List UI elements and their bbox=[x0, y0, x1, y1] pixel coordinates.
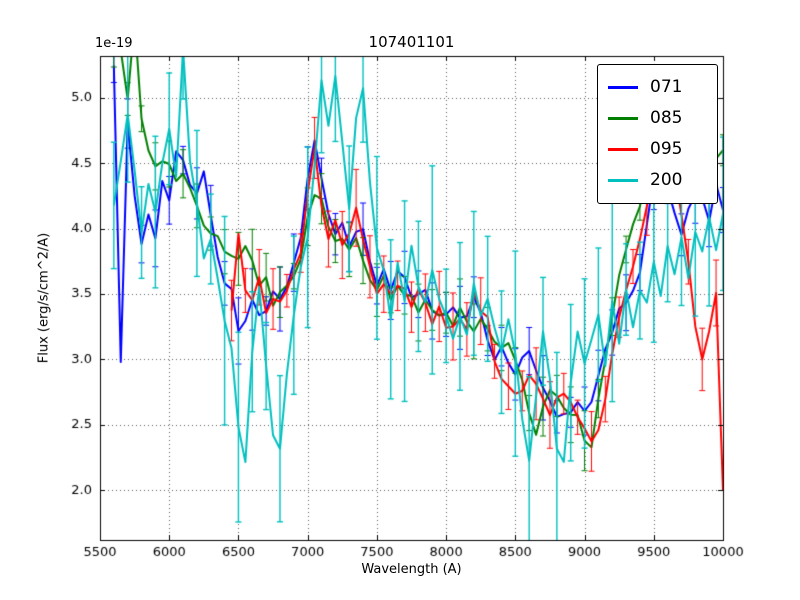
legend-item: 085 bbox=[608, 103, 707, 134]
legend-swatch bbox=[608, 179, 638, 182]
chart-title: 107401101 bbox=[368, 33, 455, 51]
x-axis-label: Wavelength (A) bbox=[361, 562, 462, 577]
legend-item: 200 bbox=[608, 165, 707, 196]
legend-label: 095 bbox=[650, 139, 683, 159]
legend-label: 085 bbox=[650, 108, 683, 128]
y-axis-label: Flux (erg/s/cm^2/A) bbox=[36, 232, 52, 364]
legend-item: 071 bbox=[608, 72, 707, 103]
legend-swatch bbox=[608, 148, 638, 151]
legend-item: 095 bbox=[608, 134, 707, 165]
legend-label: 200 bbox=[650, 170, 683, 190]
legend: 071 085 095 200 bbox=[597, 64, 718, 204]
legend-label: 071 bbox=[650, 77, 683, 97]
legend-swatch bbox=[608, 86, 638, 89]
legend-swatch bbox=[608, 117, 638, 120]
y-axis-offset-label: 1e-19 bbox=[95, 36, 133, 51]
